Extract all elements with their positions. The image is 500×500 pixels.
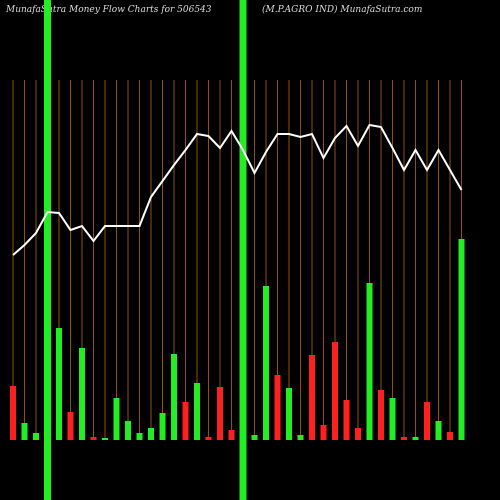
bar: [228, 430, 235, 440]
bar: [412, 437, 419, 440]
bar: [171, 354, 177, 440]
bar: [251, 435, 258, 440]
bar: [447, 432, 453, 440]
bar: [309, 355, 315, 440]
bar: [125, 421, 131, 440]
bar: [79, 348, 85, 440]
bar: [182, 402, 189, 440]
bar: [320, 425, 327, 440]
bar: [378, 390, 384, 440]
line: [12, 123, 463, 256]
bar: [401, 437, 407, 440]
bar: [113, 398, 120, 440]
bar: [332, 342, 338, 440]
bar: [56, 328, 62, 440]
bar: [263, 286, 269, 440]
bar: [343, 400, 350, 440]
bar: [205, 437, 212, 440]
bar: [159, 413, 166, 440]
bar: [33, 433, 39, 440]
chart-subtitle: (M.P.AGRO IND) MunafaSutra.com: [262, 4, 422, 15]
bar: [10, 386, 16, 440]
chart-title: MunafaSutra Money Flow Charts for 506543: [5, 5, 212, 15]
bar: [217, 387, 223, 440]
bar: [389, 398, 396, 440]
bar: [366, 283, 373, 440]
bar: [148, 428, 154, 440]
bar: [194, 383, 200, 440]
highlight-bar: [44, 0, 51, 500]
bar: [274, 375, 281, 440]
bar: [458, 239, 465, 440]
bar: [297, 435, 304, 440]
bar: [21, 423, 28, 440]
bar: [286, 388, 292, 440]
bar: [355, 428, 361, 440]
bar: [90, 437, 97, 440]
bar: [424, 402, 430, 440]
bar: [136, 433, 143, 440]
bar: [102, 438, 108, 440]
highlight-bar: [239, 0, 247, 500]
bar: [435, 421, 442, 440]
bar: [67, 412, 74, 440]
